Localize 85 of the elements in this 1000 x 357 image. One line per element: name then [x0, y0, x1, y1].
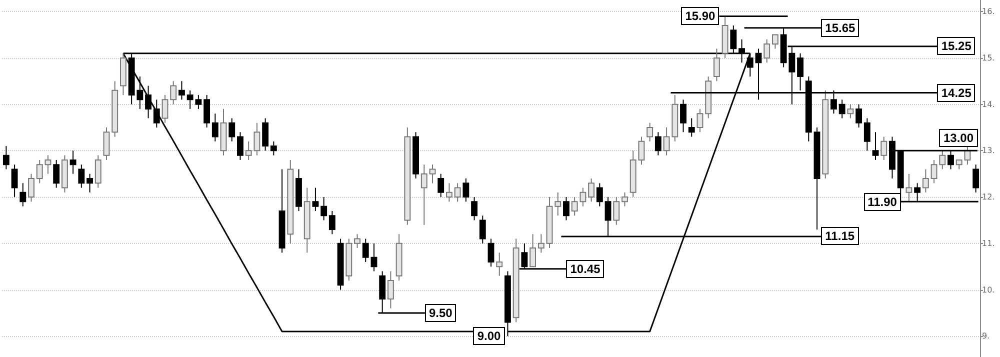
candlestick — [454, 182, 461, 202]
candlestick — [530, 234, 536, 268]
candlestick — [838, 99, 846, 119]
ref-line-label: 15.65 — [821, 18, 860, 37]
candlestick — [696, 108, 704, 133]
candlestick — [36, 159, 43, 184]
candlestick — [471, 196, 478, 221]
candlestick — [237, 132, 244, 160]
candlestick — [262, 118, 269, 152]
ref-line-label: 15.25 — [937, 37, 976, 56]
y-tick-label: 9. — [982, 332, 990, 341]
y-tick-label: 11. — [982, 238, 995, 248]
ref-line-label: 13.00 — [939, 128, 978, 147]
candlestick — [654, 132, 662, 156]
candlestick — [178, 80, 185, 100]
candlestick — [162, 94, 168, 124]
ref-line-label: 9.00 — [473, 327, 505, 346]
candlestick — [446, 182, 452, 202]
candlestick — [764, 38, 770, 64]
candlestick — [70, 150, 76, 174]
candlestick — [488, 238, 494, 268]
candlestick — [930, 159, 938, 184]
candlestick — [646, 122, 654, 142]
candlestick — [354, 234, 360, 249]
candlestick — [496, 252, 503, 276]
candlestick — [20, 182, 26, 207]
candlestick — [596, 182, 603, 207]
y-tick-label: 14. — [982, 100, 995, 109]
candlestick — [713, 48, 720, 82]
candlestick — [872, 132, 879, 160]
candlestick — [362, 238, 369, 262]
candlestick — [847, 104, 854, 119]
y-tick-label: 10. — [982, 285, 995, 294]
candlestick — [270, 140, 277, 156]
candlestick — [328, 210, 336, 235]
candlestick — [53, 159, 60, 188]
candlestick — [622, 192, 628, 207]
y-tick-label: 13. — [982, 146, 995, 156]
candlestick — [420, 164, 428, 226]
ref-line-label: 15.90 — [681, 7, 720, 26]
ref-line-label: 11.90 — [864, 192, 901, 211]
y-tick-label: 12. — [982, 192, 995, 202]
ref-line-label: 11.15 — [821, 227, 859, 246]
candlestick — [880, 136, 888, 160]
candlestick — [78, 164, 85, 188]
candlestick — [44, 154, 52, 174]
candlestick — [28, 173, 34, 202]
candlestick — [563, 196, 570, 221]
candlestick — [320, 196, 328, 221]
candlestick — [462, 178, 470, 202]
candlestick — [438, 173, 444, 198]
candlestick — [538, 234, 544, 254]
ref-line-label: 9.50 — [424, 304, 456, 322]
candlestick — [212, 113, 218, 142]
candlestick — [613, 196, 620, 226]
candlestick — [688, 118, 695, 138]
candlestick — [312, 187, 319, 212]
candlestick — [972, 164, 980, 193]
candlestick — [170, 80, 177, 105]
y-tick-label: 16. — [982, 7, 995, 16]
candlestick — [145, 85, 152, 119]
candlestick — [939, 150, 946, 170]
candlestick — [864, 118, 870, 152]
candlestick — [228, 118, 236, 142]
candlestick — [479, 215, 486, 244]
candlestick — [2, 146, 10, 170]
candlestick — [554, 192, 562, 216]
candlestick — [103, 127, 110, 160]
candlestick — [680, 99, 686, 133]
candlestick — [204, 94, 210, 128]
candlestick — [588, 178, 595, 202]
ref-line-label: 10.45 — [566, 260, 604, 278]
candlestick — [906, 173, 912, 202]
candlestick — [11, 164, 18, 198]
candlestick — [86, 173, 93, 193]
candlestick — [772, 34, 778, 50]
candlestick — [429, 164, 436, 184]
candlestick — [94, 154, 102, 188]
candlestick — [387, 270, 394, 309]
candlestick — [922, 168, 929, 193]
y-tick-label: 15. — [982, 53, 995, 62]
candlestick — [370, 242, 378, 272]
candlestick — [153, 99, 160, 128]
ref-line-label: 14.25 — [937, 84, 976, 102]
candlestick — [856, 104, 862, 128]
